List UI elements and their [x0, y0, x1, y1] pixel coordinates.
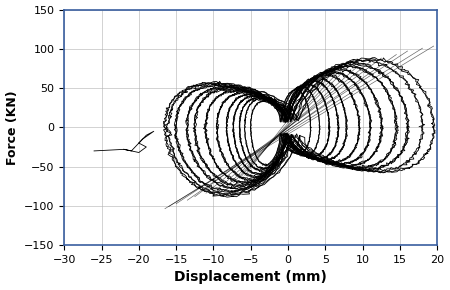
- X-axis label: Displacement (mm): Displacement (mm): [174, 271, 327, 284]
- Y-axis label: Force (KN): Force (KN): [5, 90, 18, 165]
